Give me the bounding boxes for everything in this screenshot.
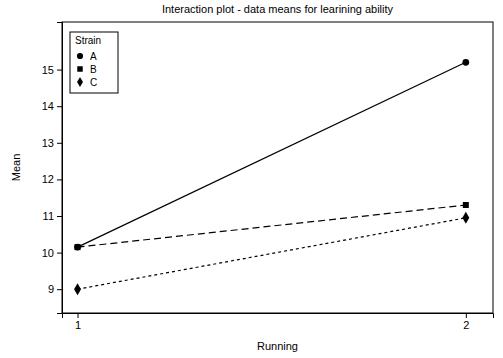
series-point [74,244,81,251]
x-tick: 1 [75,313,81,331]
y-tick-label: 12 [42,173,54,185]
y-tick-mark [57,216,62,217]
legend-title: Strain [75,35,101,46]
x-tick-mark [466,313,467,318]
chart: 129101112131415StrainABCInteraction plot… [0,0,503,358]
legend-marker [77,53,83,59]
y-axis: 9 10 11 12 13 14 15 [42,23,63,314]
series-line [78,218,466,289]
x-tick: 2 [463,313,469,331]
y-tick: 10 [42,247,62,259]
y-axis-title: Mean [10,154,22,182]
y-tick: 9 [48,283,62,295]
marks [74,59,469,295]
x-axis-line [63,314,494,319]
series-line [78,62,466,247]
legend-label: B [90,64,97,75]
y-tick-label: 13 [42,137,54,149]
x-tick-mark [78,313,79,318]
series-line [78,205,466,247]
y-tick-label: 15 [42,64,54,76]
y-tick-label: 10 [42,247,54,259]
series-point [463,202,469,208]
series-point [74,283,81,295]
series-point [462,212,469,224]
y-tick-label: 11 [43,210,54,222]
y-tick-mark [57,253,62,254]
y-tick-mark [57,106,62,107]
y-axis-line [57,23,63,314]
y-tick-mark [57,289,62,290]
y-tick-label: 14 [42,100,54,112]
series-point [462,59,469,66]
x-tick-label: 2 [463,319,469,331]
legend-box [70,32,118,93]
legend-marker [77,66,82,71]
y-tick-label: 9 [48,283,54,295]
chart-title: Interaction plot - data means for learin… [162,3,394,15]
y-tick: 15 [42,64,62,76]
x-tick-label: 1 [75,319,81,331]
y-tick-mark [57,70,62,71]
y-tick: 12 [42,173,62,185]
x-axis: 12 [63,313,494,331]
x-axis-title: Running [257,340,298,352]
plot: 129101112131415StrainABC [42,22,494,331]
y-tick: 13 [42,137,62,149]
series-point [75,244,81,250]
y-tick: 14 [42,100,62,112]
y-tick-mark [57,143,62,144]
plot-frame [62,22,493,313]
y-tick: 11 [43,210,62,222]
legend-marker [77,77,83,87]
legend-label: C [90,77,97,88]
legend: Strain ABC [70,32,118,93]
legend-label: A [90,51,97,62]
y-tick-mark [57,179,62,180]
